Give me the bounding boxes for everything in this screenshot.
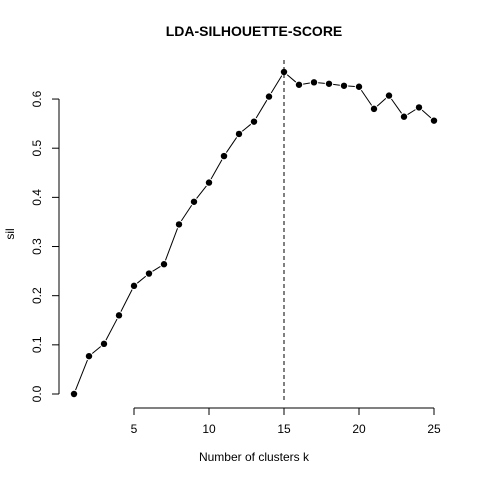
y-axis: 0.0 0.1 0.2 0.3 0.4 0.5 0.6 [30, 90, 60, 402]
data-point [325, 80, 333, 87]
series-segment [360, 89, 373, 106]
y-tick-label: 0.2 [30, 287, 44, 304]
x-tick-label: 5 [131, 422, 138, 436]
data-point [355, 83, 363, 90]
data-point [310, 79, 318, 86]
x-tick-label: 15 [277, 422, 291, 436]
series-segment [333, 83, 340, 86]
series-segment [91, 346, 102, 354]
series-segment [196, 185, 207, 199]
series-segment [241, 123, 252, 132]
y-tick-label: 0.5 [30, 140, 44, 157]
series-segment [391, 98, 402, 114]
data-point [385, 92, 393, 99]
series-segment [152, 266, 161, 272]
y-ticks [52, 98, 59, 395]
data-point [295, 81, 303, 88]
plot-area [70, 60, 438, 402]
data-point [175, 221, 183, 228]
y-tick-labels: 0.0 0.1 0.2 0.3 0.4 0.5 0.6 [30, 90, 44, 402]
data-point [115, 312, 123, 319]
data-point [430, 117, 438, 124]
data-point [190, 198, 198, 205]
data-point [340, 82, 348, 89]
x-ticks [133, 408, 435, 415]
series-segment [421, 109, 432, 119]
data-point [415, 104, 423, 111]
x-tick-label: 20 [352, 422, 366, 436]
y-tick-label: 0.1 [30, 336, 44, 353]
data-point [130, 282, 138, 290]
x-axis-label: Number of clusters k [199, 450, 310, 464]
x-tick-labels: 5 10 15 20 25 [131, 422, 441, 436]
data-point [70, 390, 78, 398]
data-point [160, 261, 168, 268]
y-tick-label: 0.4 [30, 189, 44, 206]
series-segment [165, 228, 178, 261]
series-segment [255, 99, 268, 119]
chart-title: LDA-SILHOUETTE-SCORE [166, 23, 343, 39]
series-segment [225, 137, 238, 153]
data-point [250, 118, 258, 125]
series-segment [376, 98, 387, 107]
series-segment [105, 318, 118, 341]
data-point [220, 152, 228, 160]
series-segment [303, 82, 310, 85]
series-segment [318, 82, 325, 84]
y-tick-label: 0.6 [30, 90, 44, 107]
data-point [370, 105, 378, 113]
y-tick-label: 0.3 [30, 238, 44, 255]
series-segment [286, 74, 297, 83]
series-segment [210, 159, 223, 180]
y-tick-label: 0.0 [30, 385, 44, 402]
data-point [100, 340, 108, 348]
data-point [85, 352, 93, 360]
data-point [400, 113, 408, 120]
data-point [235, 130, 243, 138]
data-point [145, 270, 153, 277]
series-segment [136, 275, 147, 284]
y-axis-label: sil [3, 228, 17, 239]
series-segment [120, 289, 133, 312]
series-segment [407, 109, 416, 115]
data-point [205, 179, 213, 186]
x-tick-label: 25 [427, 422, 441, 436]
x-axis: 5 10 15 20 25 [131, 407, 441, 436]
series-segment [270, 75, 283, 94]
series-segment [180, 205, 193, 222]
data-point [265, 93, 273, 100]
x-tick-label: 10 [202, 422, 216, 436]
series-segment [75, 359, 88, 391]
data-point [280, 68, 288, 76]
